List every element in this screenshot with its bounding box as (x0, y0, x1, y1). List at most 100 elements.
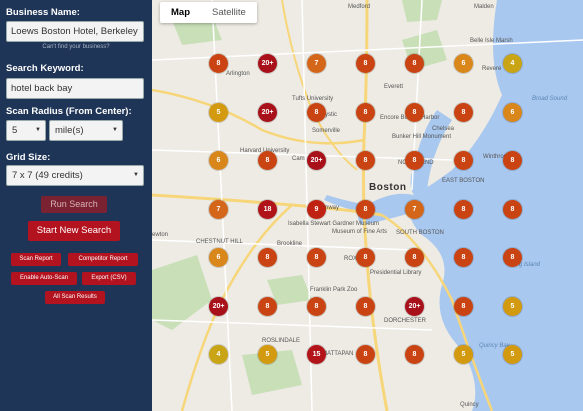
rank-marker[interactable]: 7 (307, 54, 326, 73)
label-revere: Revere (482, 66, 502, 72)
grid-size-label: Grid Size: (6, 152, 51, 163)
map-tab[interactable]: Map (171, 7, 190, 18)
label-franklin: Franklin Park Zoo (310, 287, 358, 293)
rank-marker[interactable]: 5 (503, 345, 522, 364)
business-name-input[interactable]: Loews Boston Hotel, Berkeley (6, 21, 144, 42)
label-bunker: Bunker Hill Monument (392, 134, 452, 140)
rank-marker[interactable]: 8 (503, 151, 522, 170)
rank-marker[interactable]: 8 (405, 248, 424, 267)
rank-marker[interactable]: 8 (356, 345, 375, 364)
map-view[interactable]: Map Satellite Arlington Somerville Evere… (152, 0, 583, 411)
scan-radius-label: Scan Radius (From Center): (6, 106, 132, 117)
label-mfa: Museum of Fine Arts (332, 229, 388, 235)
radius-value: 5 (12, 125, 18, 136)
label-mystic: Mystic (320, 112, 337, 118)
label-winthrop: Winthrop (483, 154, 508, 160)
rank-marker[interactable]: 8 (454, 151, 473, 170)
rank-marker[interactable]: 8 (258, 248, 277, 267)
rank-marker[interactable]: 5 (503, 296, 522, 316)
sidebar: Business Name: Loews Boston Hotel, Berke… (0, 0, 152, 411)
rank-marker[interactable]: 8 (405, 102, 424, 122)
grid-size-value: 7 x 7 (49 credits) (12, 170, 83, 181)
label-quincy: Quincy (460, 402, 479, 408)
rank-marker[interactable]: 5 (209, 102, 228, 122)
rank-marker[interactable]: 8 (356, 199, 375, 219)
map-type-toggle[interactable]: Map Satellite (160, 2, 257, 23)
run-search-button[interactable]: Run Search (41, 196, 107, 213)
grid-size-select[interactable]: 7 x 7 (49 credits) ▼ (6, 165, 144, 186)
radius-unit-select[interactable]: mile(s) ▼ (49, 120, 123, 141)
rank-marker[interactable]: 7 (405, 199, 424, 219)
rank-marker[interactable]: 8 (454, 296, 473, 316)
search-keyword-input[interactable]: hotel back bay (6, 78, 144, 99)
rank-marker[interactable]: 8 (356, 296, 375, 316)
rank-marker[interactable]: 8 (405, 151, 424, 170)
label-east-boston: EAST BOSTON (442, 178, 485, 184)
label-malden: Malden (474, 4, 494, 10)
label-south-boston: SOUTH BOSTON (396, 230, 444, 236)
competitor-report-button[interactable]: Competitor Report (68, 253, 138, 266)
rank-marker[interactable]: 8 (356, 102, 375, 122)
rank-marker[interactable]: 8 (307, 248, 326, 267)
rank-marker[interactable]: 20+ (258, 102, 277, 122)
enable-auto-scan-button[interactable]: Enable Auto-Scan (11, 272, 77, 285)
rank-marker[interactable]: 18 (258, 199, 277, 219)
cant-find-business-link[interactable]: Can't find your business? (42, 44, 110, 50)
rank-marker[interactable]: 8 (258, 151, 277, 170)
label-long-island: g Island (519, 262, 541, 268)
label-boston: Boston (369, 182, 407, 193)
rank-marker[interactable]: 6 (503, 102, 522, 122)
label-library: Presidential Library (370, 270, 422, 276)
search-keyword-label: Search Keyword: (6, 63, 84, 74)
rank-marker[interactable]: 8 (454, 102, 473, 122)
rank-marker[interactable]: 6 (209, 151, 228, 170)
business-name-label: Business Name: (6, 7, 80, 18)
rank-marker[interactable]: 8 (356, 54, 375, 73)
rank-marker[interactable]: 20+ (307, 151, 326, 170)
chevron-down-icon: ▼ (35, 127, 41, 133)
label-chelsea: Chelsea (432, 126, 455, 132)
rank-marker[interactable]: 6 (209, 248, 228, 267)
rank-marker[interactable]: 6 (454, 54, 473, 73)
chevron-down-icon: ▼ (112, 127, 118, 133)
rank-marker[interactable]: 7 (209, 199, 228, 219)
rank-marker[interactable]: 8 (503, 199, 522, 219)
rank-marker[interactable]: 8 (405, 54, 424, 73)
rank-marker[interactable]: 15 (307, 345, 326, 364)
rank-marker[interactable]: 8 (454, 248, 473, 267)
rank-marker[interactable]: 5 (454, 345, 473, 364)
label-dorchester: DORCHESTER (384, 318, 427, 324)
rank-marker[interactable]: 8 (307, 296, 326, 316)
label-fenway: Fenway (318, 205, 340, 211)
label-isabella: Isabella Stewart Gardner Museum (288, 221, 380, 227)
rank-marker[interactable]: 8 (356, 151, 375, 170)
label-brookline: Brookline (277, 241, 303, 247)
rank-marker[interactable]: 4 (503, 54, 522, 73)
label-tufts: Tufts University (292, 96, 334, 102)
rank-marker[interactable]: 20+ (209, 296, 228, 316)
label-newton: ewton (152, 232, 169, 238)
scan-report-button[interactable]: Scan Report (11, 253, 61, 266)
start-new-search-button[interactable]: Start New Search (28, 221, 120, 241)
rank-marker[interactable]: 9 (307, 199, 326, 219)
rank-marker[interactable]: 20+ (258, 54, 277, 73)
rank-marker[interactable]: 8 (258, 296, 277, 316)
label-chestnut-hill: CHESTNUT HILL (196, 239, 243, 245)
satellite-tab[interactable]: Satellite (212, 7, 246, 18)
all-scan-results-button[interactable]: All Scan Results (45, 291, 105, 304)
rank-marker[interactable]: 8 (209, 54, 228, 73)
rank-marker[interactable]: 8 (356, 248, 375, 267)
rank-marker[interactable]: 8 (454, 199, 473, 219)
rank-marker[interactable]: 8 (307, 102, 326, 122)
rank-marker[interactable]: 8 (405, 345, 424, 364)
rank-marker[interactable]: 5 (258, 345, 277, 364)
radius-value-select[interactable]: 5 ▼ (6, 120, 46, 141)
rank-marker[interactable]: 8 (503, 248, 522, 267)
rank-marker[interactable]: 20+ (405, 296, 424, 316)
label-somerville: Somerville (312, 128, 341, 134)
export-csv-button[interactable]: Export (CSV) (82, 272, 136, 285)
label-cambridge: Cam (292, 156, 305, 162)
radius-unit: mile(s) (55, 125, 84, 136)
label-belle-isle: Belle Isle Marsh (470, 38, 513, 44)
rank-marker[interactable]: 4 (209, 345, 228, 364)
